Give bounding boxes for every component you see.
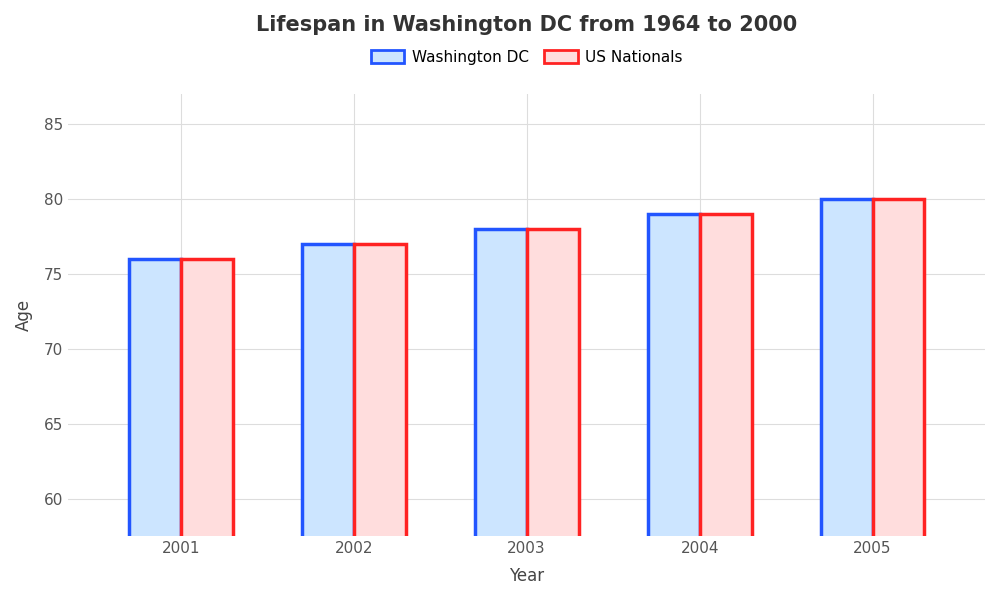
Bar (821, 199, 873, 600)
Y-axis label: Age: Age (15, 299, 33, 331)
Title: Lifespan in Washington DC from 1964 to 2000: Lifespan in Washington DC from 1964 to 2… (256, 15, 797, 35)
Bar (527, 229, 579, 600)
Bar (700, 214, 752, 600)
X-axis label: Year: Year (509, 567, 544, 585)
Bar (873, 199, 924, 600)
Bar (129, 259, 181, 600)
Legend: Washington DC, US Nationals: Washington DC, US Nationals (364, 44, 689, 71)
Bar (181, 259, 233, 600)
Bar (475, 229, 527, 600)
Bar (302, 244, 354, 600)
Bar (354, 244, 406, 600)
Bar (648, 214, 700, 600)
